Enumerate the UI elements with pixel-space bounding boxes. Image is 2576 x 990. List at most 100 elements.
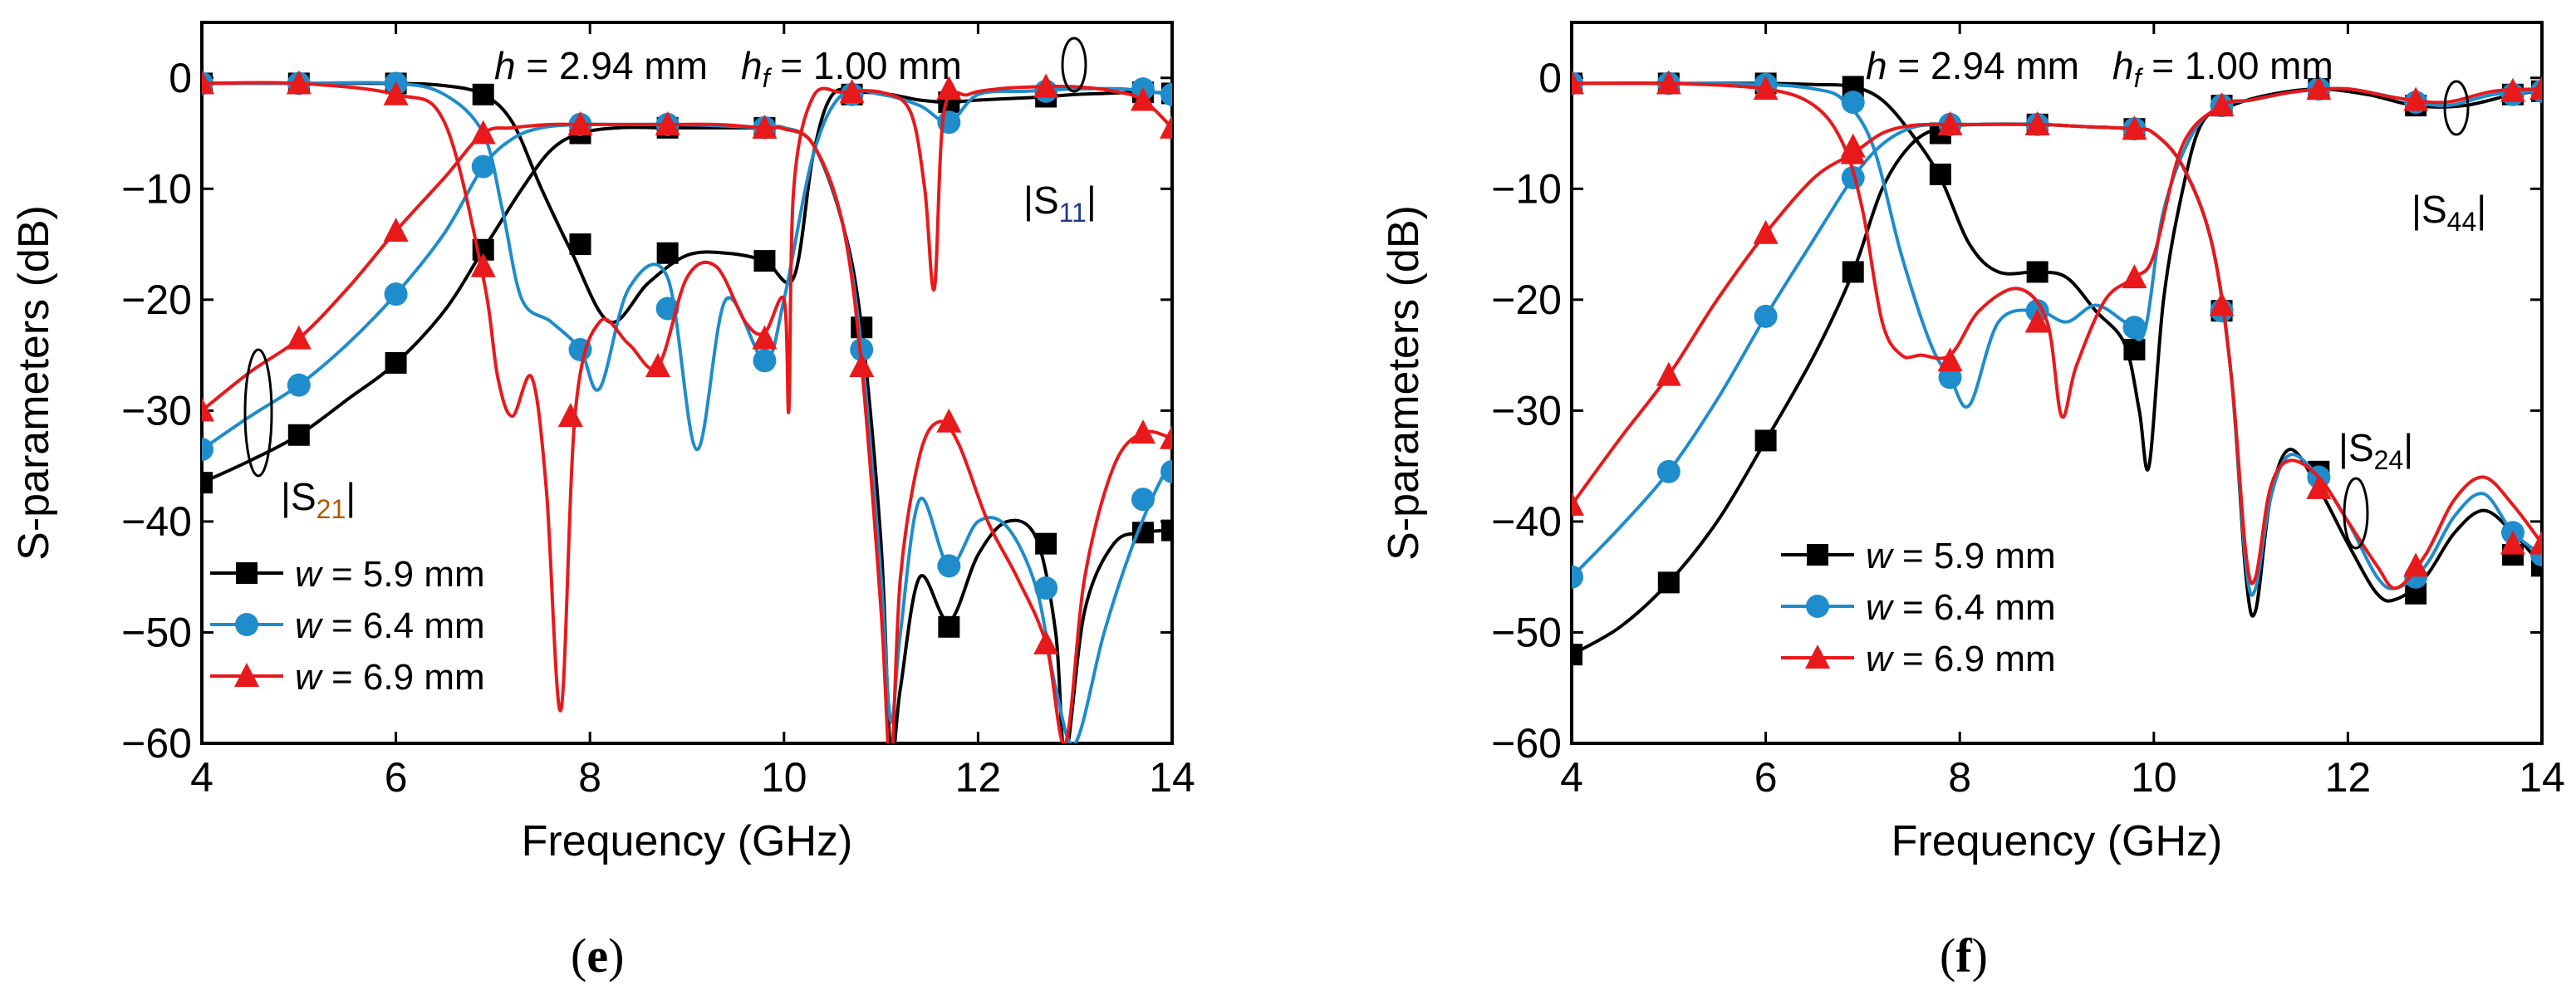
s11-label: |S11| bbox=[1023, 179, 1097, 228]
y-tick-label: −30 bbox=[121, 387, 192, 434]
x-tick-label: 6 bbox=[1754, 754, 1778, 801]
data-point-s24-w64 bbox=[1754, 304, 1778, 328]
data-point-s11-w69 bbox=[1130, 86, 1156, 111]
data-point-s44-w59 bbox=[1929, 163, 1951, 185]
data-point-s11-w69 bbox=[645, 352, 670, 377]
legend: w = 5.9 mm w = 6.4 mm w = 6.9 mm bbox=[1781, 536, 2056, 679]
data-point-s24-w59 bbox=[1754, 429, 1777, 452]
series-line-s44-w64 bbox=[1572, 81, 2542, 409]
data-point-s21-w59 bbox=[1035, 532, 1057, 555]
data-point-s11-w69 bbox=[1160, 114, 1172, 139]
data-point-s21-w69 bbox=[286, 325, 312, 350]
data-point-s44-w64 bbox=[1938, 365, 1962, 390]
h-symbol: h bbox=[494, 44, 516, 87]
y-tick-label: −50 bbox=[1491, 609, 1562, 655]
legend-marker bbox=[1807, 544, 1828, 566]
data-point-s11-w59 bbox=[472, 83, 494, 105]
series-line-s44-w69 bbox=[1572, 81, 2542, 419]
data-point-s11-w64 bbox=[1160, 82, 1172, 106]
y-axis: 0 −10 −20 −30 −40 −50 −60 bbox=[121, 55, 1172, 767]
legend-label: w = 6.9 mm bbox=[295, 657, 485, 698]
legend-item: w = 6.9 mm bbox=[1781, 639, 2056, 679]
data-point-s44-w64 bbox=[2122, 316, 2147, 340]
s24-marker-ellipse bbox=[2343, 477, 2369, 550]
y-tick-label: −60 bbox=[1491, 720, 1562, 767]
x-tick-label: 8 bbox=[1948, 754, 1971, 801]
y-tick-label: −60 bbox=[121, 720, 192, 767]
legend: w = 5.9 mm w = 6.4 mm w = 6.9 mm bbox=[210, 554, 485, 698]
plot-frame bbox=[200, 21, 1174, 745]
x-axis: 4 6 8 10 12 14 bbox=[190, 22, 1195, 801]
y-tick-label: −10 bbox=[1491, 165, 1562, 212]
x-axis: 4 6 8 10 12 14 bbox=[1560, 22, 2565, 801]
data-point-s44-w69 bbox=[2403, 86, 2429, 111]
data-point-s24-w69 bbox=[1937, 110, 1963, 135]
data-point-s24-w69 bbox=[2500, 530, 2525, 555]
x-tick-label: 14 bbox=[1149, 754, 1195, 801]
data-point-s44-w69 bbox=[2209, 92, 2235, 117]
data-point-s21-w59 bbox=[385, 351, 407, 374]
data-point-s24-w59 bbox=[1842, 261, 1864, 283]
plot-frame bbox=[1570, 21, 2544, 745]
data-point-s44-w69 bbox=[2500, 77, 2525, 102]
legend-label: w = 6.9 mm bbox=[1866, 639, 2056, 679]
x-tick-label: 4 bbox=[190, 754, 213, 801]
data-point-s21-w64 bbox=[384, 282, 408, 306]
data-point-s24-w59 bbox=[1572, 644, 1582, 666]
data-point-s21-w59 bbox=[202, 472, 213, 494]
data-point-s44-w59 bbox=[2026, 261, 2049, 283]
x-tick-label: 4 bbox=[1560, 754, 1583, 801]
caption-e: (e) bbox=[571, 929, 624, 983]
legend-marker bbox=[234, 663, 259, 687]
data-point-s21-w64 bbox=[937, 554, 961, 578]
x-tick-label: 8 bbox=[578, 754, 601, 801]
data-point-s21-w64 bbox=[471, 154, 495, 179]
legend-label: w = 6.4 mm bbox=[295, 605, 485, 646]
data-point-s21-w64 bbox=[287, 373, 311, 397]
data-point-s21-w64 bbox=[1034, 576, 1058, 600]
y-tick-label: −20 bbox=[1491, 277, 1562, 323]
y-tick-label: −10 bbox=[121, 165, 192, 212]
y-tick-label: −30 bbox=[1491, 387, 1562, 434]
data-point-s44-w59 bbox=[2123, 338, 2146, 360]
h-value: = 2.94 mm bbox=[516, 44, 708, 87]
data-point-s24-w69 bbox=[2306, 474, 2332, 499]
data-point-s44-w69 bbox=[1937, 347, 1963, 372]
x-tick-label: 6 bbox=[385, 754, 408, 801]
data-point-s11-w69 bbox=[557, 403, 583, 428]
x-tick-label: 12 bbox=[955, 754, 1002, 801]
series-line-s11-w64 bbox=[202, 81, 1172, 452]
data-point-s21-w69 bbox=[1160, 424, 1172, 449]
data-point-s11-w59 bbox=[753, 250, 776, 272]
legend-label: w = 5.9 mm bbox=[1866, 536, 2056, 576]
data-point-s44-w69 bbox=[1753, 76, 1779, 100]
data-point-s24-w64 bbox=[1656, 459, 1681, 483]
data-point-s24-w69 bbox=[2403, 552, 2429, 577]
y-tick-label: −40 bbox=[1491, 498, 1562, 545]
legend-marker bbox=[236, 562, 258, 584]
data-point-s21-w59 bbox=[287, 424, 310, 446]
s24-label: |S24| bbox=[2338, 426, 2413, 475]
data-point-s21-w59 bbox=[938, 615, 960, 638]
s44-label: |S44| bbox=[2412, 188, 2486, 237]
legend-item: w = 5.9 mm bbox=[1781, 536, 2056, 576]
data-point-s11-w64 bbox=[753, 349, 777, 373]
s21-marker-ellipse bbox=[243, 348, 273, 478]
y-tick-label: −20 bbox=[121, 277, 192, 323]
y-axis-title: S-parameters (dB) bbox=[10, 205, 58, 561]
data-point-s44-w69 bbox=[2122, 264, 2147, 289]
data-point-s21-w69 bbox=[1033, 630, 1059, 654]
data-point-s44-w69 bbox=[2024, 308, 2050, 333]
data-point-s44-w69 bbox=[1656, 70, 1681, 95]
data-point-s21-w69 bbox=[383, 218, 409, 243]
data-point-s21-w59 bbox=[1161, 519, 1172, 542]
h-value: = 2.94 mm bbox=[1887, 44, 2079, 87]
legend-item: w = 6.4 mm bbox=[210, 605, 485, 646]
s11-marker-ellipse bbox=[1061, 37, 1087, 93]
data-point-s24-w69 bbox=[2122, 115, 2147, 140]
x-tick-label: 10 bbox=[2131, 754, 2177, 801]
h-symbol: h bbox=[1866, 44, 1887, 87]
data-point-s11-w69 bbox=[470, 252, 496, 277]
x-tick-label: 14 bbox=[2519, 754, 2565, 801]
